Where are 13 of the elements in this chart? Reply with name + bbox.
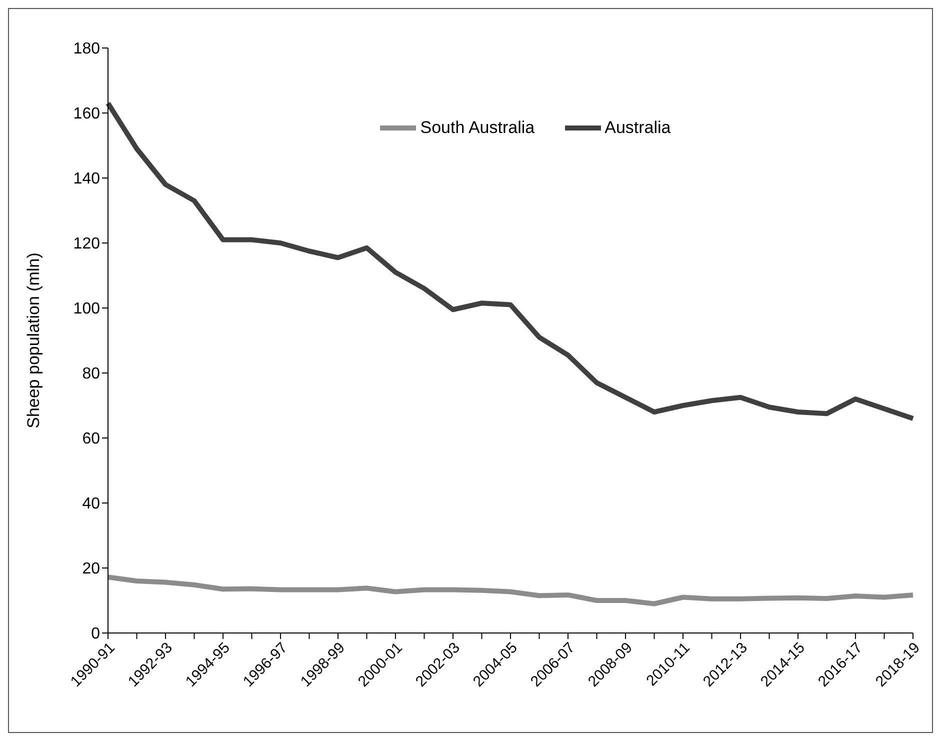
y-tick-label: 0 xyxy=(91,626,100,643)
y-tick-label: 180 xyxy=(73,40,100,58)
y-axis-title: Sheep population (mln) xyxy=(24,252,44,428)
y-tick-label: 120 xyxy=(73,236,100,253)
y-tick-label: 100 xyxy=(73,300,100,318)
y-tick-label: 40 xyxy=(82,496,100,513)
y-tick-label: 60 xyxy=(82,430,100,448)
y-tick-label: 80 xyxy=(82,366,100,383)
y-tick-label: 140 xyxy=(73,170,100,188)
legend-label: Australia xyxy=(604,118,671,138)
y-tick-label: 160 xyxy=(73,106,100,123)
legend-label: South Australia xyxy=(419,118,535,138)
y-tick-label: 20 xyxy=(82,560,100,578)
